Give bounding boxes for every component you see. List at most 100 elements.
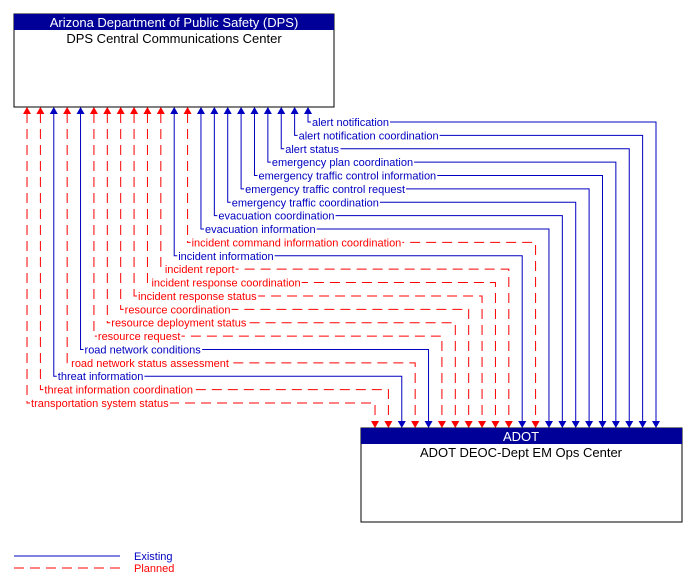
legend-planned-label: Planned [134,563,174,575]
flow-line [173,113,523,422]
arrow-down-icon [611,421,620,428]
flow-line [294,113,644,422]
flow-label-bg [230,197,380,210]
arrow-up-icon [223,107,232,114]
arrow-up-icon [237,107,246,114]
flow-line [39,113,389,422]
flow-road-network-status-assessment[interactable]: road network status assessment [63,107,420,428]
flow-incident-response-status[interactable]: incident response status [130,107,487,428]
flow-line [80,113,430,422]
source-box[interactable]: Arizona Department of Public Safety (DPS… [13,13,335,108]
arrow-down-icon [504,421,513,428]
flow-transportation-system-status[interactable]: transportation system status [23,107,380,428]
flow-label-bg [311,117,391,129]
arrow-up-icon [277,107,286,114]
flow-label: transportation system status [31,398,169,410]
legend: Existing Planned [14,551,174,575]
flow-label-bg [30,397,171,410]
arrow-down-icon [625,421,634,428]
flow-label: alert notification coordination [299,130,439,142]
flow-label: resource request [98,331,181,343]
flow-line [187,113,537,422]
arrow-up-icon [263,107,272,114]
arrow-down-icon [478,421,487,428]
flow-label: alert notification [312,117,389,129]
flow-line [213,113,563,422]
arrow-up-icon [89,107,98,114]
flow-label: threat information [58,371,144,383]
arrow-down-icon [397,421,406,428]
flow-label-bg [96,331,182,344]
flow-resource-coordination[interactable]: resource coordination [116,107,473,428]
arrow-down-icon [518,421,527,428]
arrow-down-icon [571,421,580,428]
arrow-up-icon [183,107,192,114]
flow-label: resource coordination [125,304,231,316]
flow-evacuation-coordination[interactable]: evacuation coordination [210,107,567,428]
flow-resource-deployment-status[interactable]: resource deployment status [103,107,460,428]
flow-evacuation-information[interactable]: evacuation information [196,107,553,428]
flow-road-network-conditions[interactable]: road network conditions [76,107,433,428]
flow-label-bg [56,371,145,384]
flow-label: evacuation information [205,224,316,236]
target-box[interactable]: ADOT ADOT DEOC-Dept EM Ops Center [360,427,683,523]
flow-label-bg [190,237,403,250]
arrow-up-icon [143,107,152,114]
arrow-down-icon [437,421,446,428]
flow-label: alert status [285,144,339,156]
flow-emergency-traffic-control-information[interactable]: emergency traffic control information [250,107,607,428]
flow-alert-status[interactable]: alert status [277,107,634,428]
source-box-name: DPS Central Communications Center [66,31,282,46]
arrow-up-icon [130,107,139,114]
flow-label-bg [244,183,407,196]
flow-alert-notification[interactable]: alert notification [304,107,660,428]
flow-incident-command-information-coordination[interactable]: incident command information coordinatio… [183,107,540,428]
flow-label-bg [257,170,438,183]
flow-line [160,113,510,422]
arrow-up-icon [210,107,219,114]
arrow-up-icon [36,107,45,114]
flow-line [26,113,376,422]
flow-line [53,113,403,422]
flow-emergency-plan-coordination[interactable]: emergency plan coordination [263,107,620,428]
flow-threat-information-coordination[interactable]: threat information coordination [36,107,393,428]
flow-label-bg [270,157,415,170]
flow-alert-notification-coordination[interactable]: alert notification coordination [290,107,647,428]
arrow-up-icon [170,107,179,114]
flow-incident-information[interactable]: incident information [170,107,527,428]
flow-threat-information[interactable]: threat information [49,107,406,428]
arrow-down-icon [598,421,607,428]
flow-line [93,113,443,422]
source-box-header-text: Arizona Department of Public Safety (DPS… [50,15,299,30]
flow-line [66,113,416,422]
arrow-up-icon [304,107,312,114]
flow-resource-request[interactable]: resource request [89,107,446,428]
flow-line [240,113,590,422]
flow-line [120,113,470,422]
flow-incident-report[interactable]: incident report [156,107,513,428]
arrow-up-icon [156,107,165,114]
flow-label-bg [110,317,248,330]
arrow-down-icon [371,421,380,428]
arrow-up-icon [76,107,85,114]
flow-label-bg [83,344,203,357]
flow-emergency-traffic-control-request[interactable]: emergency traffic control request [237,107,594,428]
target-box-header-text: ADOT [503,429,539,444]
flow-label-bg [137,290,259,303]
flow-line [200,113,550,422]
flow-emergency-traffic-coordination[interactable]: emergency traffic coordination [223,107,580,428]
arrow-up-icon [103,107,112,114]
flow-label-bg [150,277,302,290]
flow-incident-response-coordination[interactable]: incident response coordination [143,107,500,428]
arrow-down-icon [531,421,540,428]
flow-label: threat information coordination [44,385,193,397]
arrow-down-icon [384,421,393,428]
flow-label: incident command information coordinatio… [192,237,402,249]
arrow-up-icon [290,107,299,114]
arrow-up-icon [49,107,58,114]
source-box-header [14,14,334,30]
flow-line [227,113,577,422]
flow-line [146,113,496,422]
arrow-down-icon [544,421,553,428]
